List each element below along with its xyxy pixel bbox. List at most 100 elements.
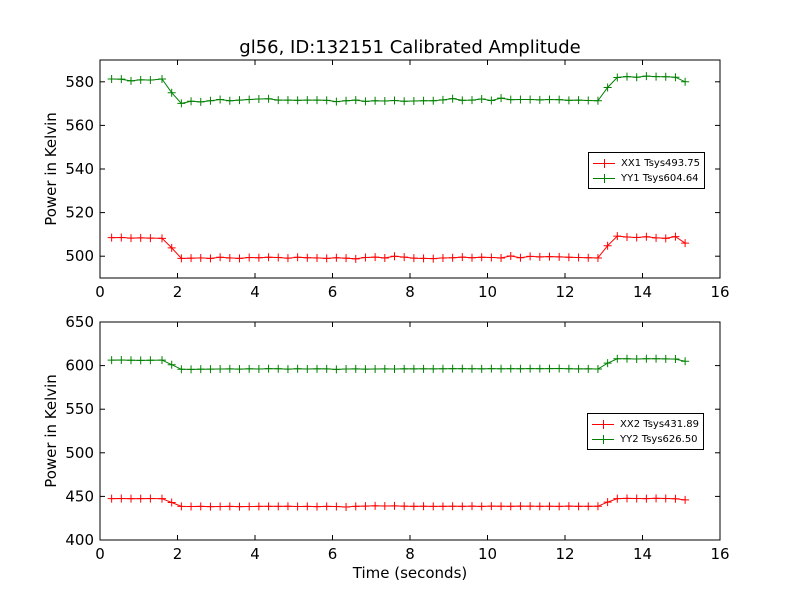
data-point-red	[661, 234, 670, 243]
data-point-red	[642, 232, 651, 241]
data-point-green	[167, 88, 176, 97]
data-point-green	[264, 94, 273, 103]
data-point-red	[322, 254, 331, 263]
data-point-green	[623, 354, 631, 363]
data-point-red	[438, 253, 447, 262]
data-point-red	[158, 494, 166, 503]
data-point-green	[468, 364, 476, 373]
data-point-red	[477, 253, 486, 262]
data-point-red	[206, 502, 215, 511]
legend-item-xx1: XX1 Tsys493.75	[593, 156, 700, 171]
x-tick-label: 6	[328, 545, 338, 563]
data-point-red	[313, 502, 321, 511]
data-point-green	[283, 365, 292, 374]
data-point-red	[497, 502, 506, 511]
data-point-green	[225, 364, 234, 373]
x-tick-label: 0	[95, 283, 105, 301]
legend-label-yy1: YY1 Tsys604.64	[621, 173, 699, 184]
data-point-green	[127, 356, 135, 365]
data-point-green	[487, 96, 496, 105]
data-point-red	[361, 253, 370, 262]
data-point-red	[487, 502, 496, 511]
data-point-red	[516, 502, 525, 511]
data-point-red	[127, 234, 135, 243]
data-point-green	[555, 95, 564, 104]
data-point-green	[196, 365, 205, 374]
data-point-red	[167, 498, 176, 507]
data-point-green	[535, 95, 544, 104]
legend-item-yy1: YY1 Tsys604.64	[593, 171, 700, 186]
legend-top: XX1 Tsys493.75 YY1 Tsys604.64	[588, 152, 706, 189]
data-point-red	[593, 253, 602, 262]
data-point-red	[351, 254, 360, 263]
data-point-red	[671, 494, 680, 503]
data-point-green	[371, 365, 380, 374]
data-point-red	[254, 253, 263, 262]
data-point-green	[400, 364, 409, 373]
legend-swatch-red	[593, 156, 615, 171]
x-tick-label: 2	[173, 545, 183, 563]
data-point-green	[254, 365, 263, 374]
data-point-green	[177, 365, 186, 374]
data-point-red	[642, 494, 651, 503]
x-tick-label: 14	[633, 283, 652, 301]
data-point-green	[117, 356, 126, 365]
data-point-green	[107, 356, 116, 365]
data-point-green	[361, 97, 370, 106]
data-point-red	[584, 253, 593, 262]
data-point-red	[361, 502, 370, 511]
legend-label-yy2: YY2 Tsys626.50	[620, 434, 698, 445]
data-point-red	[535, 502, 544, 511]
data-point-green	[216, 365, 225, 374]
data-point-red	[448, 253, 457, 262]
data-point-red	[632, 494, 641, 503]
data-point-green	[187, 97, 196, 106]
data-point-green	[235, 365, 244, 374]
data-point-green	[613, 354, 622, 363]
data-point-red	[274, 502, 283, 511]
data-point-red	[535, 252, 544, 261]
y-tick-label: 500	[65, 444, 94, 462]
data-point-green	[245, 364, 254, 373]
data-point-green	[107, 74, 116, 83]
data-point-green	[487, 364, 496, 373]
data-point-green	[438, 364, 447, 373]
legend-label-xx1: XX1 Tsys493.75	[621, 158, 701, 169]
data-point-red	[438, 502, 447, 511]
y-tick-label: 520	[65, 204, 94, 222]
data-point-green	[564, 96, 573, 105]
data-point-red	[235, 254, 244, 263]
legend-label-xx2: XX2 Tsys431.89	[620, 419, 700, 430]
legend-item-yy2: YY2 Tsys626.50	[592, 432, 699, 447]
data-point-green	[593, 96, 602, 105]
data-point-red	[167, 243, 176, 252]
y-tick-label: 400	[65, 531, 94, 549]
data-point-green	[293, 364, 302, 373]
data-point-red	[574, 502, 583, 511]
legend-bottom: XX2 Tsys431.89 YY2 Tsys626.50	[587, 413, 705, 450]
y-tick-label: 540	[65, 160, 94, 178]
data-point-red	[225, 253, 234, 262]
data-point-red	[584, 502, 593, 511]
y-tick-label: 600	[65, 357, 94, 375]
data-point-green	[206, 365, 215, 374]
data-point-green	[419, 364, 428, 373]
data-point-green	[146, 76, 155, 85]
data-point-red	[652, 233, 661, 242]
data-point-red	[632, 233, 641, 242]
data-point-green	[117, 75, 126, 84]
data-point-green	[361, 365, 370, 374]
data-point-red	[371, 253, 380, 262]
data-point-green	[380, 364, 389, 373]
data-point-red	[117, 233, 126, 242]
data-point-green	[409, 96, 418, 105]
data-point-red	[409, 502, 418, 511]
data-point-green	[245, 95, 254, 104]
data-point-red	[107, 233, 116, 242]
data-point-green	[584, 364, 593, 373]
data-point-red	[283, 254, 292, 263]
data-point-red	[390, 501, 399, 510]
data-point-red	[107, 494, 116, 503]
data-point-red	[593, 502, 602, 511]
data-point-red	[623, 233, 631, 242]
